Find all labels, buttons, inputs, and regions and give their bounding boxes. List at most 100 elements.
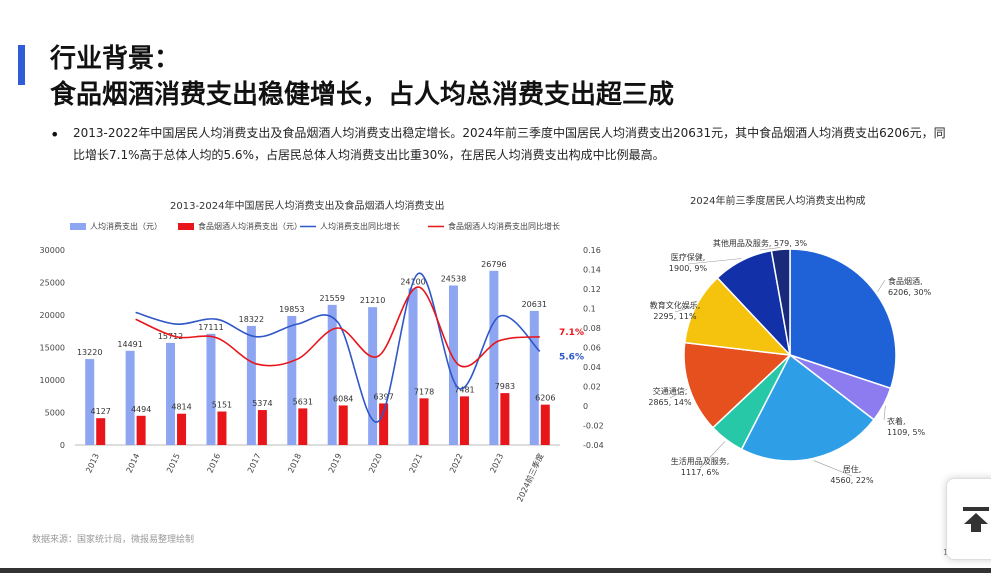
pie-label: 衣着, (887, 416, 906, 426)
bar-total-expenditure (448, 285, 458, 445)
bar-food-data-label: 4814 (171, 403, 191, 412)
bar-food-tobacco-expenditure (136, 415, 146, 445)
page-title-line-1: 行业背景： (50, 44, 181, 74)
bullet-marker: • (50, 125, 60, 144)
x-tick-label: 2024前三季度 (514, 452, 545, 504)
page-number: 1 (943, 548, 948, 557)
bar-food-tobacco-expenditure (419, 398, 429, 445)
bar-total-data-label: 18322 (239, 315, 264, 324)
page-title-line-2: 食品烟酒消费支出稳健增长，占人均总消费支出超三成 (50, 80, 675, 110)
pie-leader-line (674, 306, 694, 313)
legend-label: 食品烟酒人均消费支出（元） (198, 221, 302, 231)
bar-food-data-label: 4494 (131, 405, 151, 414)
title-accent-bar (18, 45, 25, 85)
y-right-tick-label: 0 (583, 402, 588, 411)
pie-slice (740, 353, 875, 462)
y-left-tick-label: 25000 (40, 279, 65, 288)
y-right-tick-label: 0.12 (583, 285, 601, 294)
bar-food-tobacco-expenditure (540, 404, 550, 445)
y-left-tick-label: 15000 (40, 344, 65, 353)
legend-label: 人均消费支出同比增长 (320, 221, 400, 231)
pie-label: 交通通信, (653, 386, 688, 396)
combo-chart-title: 2013-2024年中国居民人均消费支出及食品烟酒人均消费支出 (170, 201, 445, 212)
line-food-growth (135, 286, 540, 368)
bottom-border (0, 568, 991, 573)
x-tick-label: 2022 (448, 452, 465, 474)
x-tick-label: 2017 (246, 452, 263, 474)
x-tick-label: 2020 (367, 452, 384, 474)
pie-slice (789, 354, 892, 421)
end-label-total-growth: 5.6% (559, 352, 584, 362)
x-tick-label: 2021 (408, 452, 425, 474)
bar-food-tobacco-expenditure (379, 403, 389, 445)
bar-total-expenditure (246, 325, 256, 445)
bar-food-data-label: 5374 (252, 399, 272, 408)
bar-total-expenditure (85, 359, 95, 445)
legend-swatch (178, 223, 194, 230)
bar-food-data-label: 6084 (333, 394, 353, 403)
pie-value-label: 6206, 30% (888, 288, 932, 297)
y-left-tick-label: 20000 (40, 311, 65, 320)
pie-slice (716, 249, 792, 358)
y-left-tick-label: 30000 (40, 246, 65, 255)
bar-food-data-label: 5151 (212, 401, 232, 410)
y-right-tick-label: 0.04 (583, 363, 601, 372)
pie-slice (683, 276, 792, 356)
pie-slice (789, 248, 897, 390)
y-right-tick-label: 0.06 (583, 344, 601, 353)
bar-food-tobacco-expenditure (338, 405, 348, 445)
legend-swatch (70, 223, 86, 230)
pie-value-label: 1109, 5% (887, 428, 926, 437)
bar-food-tobacco-expenditure (298, 408, 308, 445)
bar-total-data-label: 26796 (481, 260, 506, 269)
y-right-tick-label: 0.14 (583, 266, 601, 275)
bar-food-data-label: 7983 (495, 382, 515, 391)
back-to-top-button[interactable] (946, 478, 991, 560)
y-left-tick-label: 10000 (40, 376, 65, 385)
bar-total-data-label: 24538 (441, 275, 466, 284)
bar-total-data-label: 13220 (77, 348, 102, 357)
bar-total-expenditure (166, 342, 176, 445)
summary-paragraph: 2013-2022年中国居民人均消费支出及食品烟酒人均消费支出稳定增长。2024… (73, 126, 946, 162)
y-right-tick-label: 0.1 (583, 305, 596, 314)
pie-leader-line (699, 441, 726, 469)
bar-total-expenditure (368, 307, 378, 445)
bar-food-tobacco-expenditure (459, 396, 469, 445)
y-left-tick-label: 5000 (45, 409, 65, 418)
bar-food-tobacco-expenditure (257, 410, 267, 445)
bar-total-data-label: 17111 (198, 323, 223, 332)
pie-value-label: 4560, 22% (830, 476, 874, 485)
y-right-tick-label: 0.16 (583, 246, 601, 255)
back-to-top-icon (963, 507, 989, 532)
bar-food-tobacco-expenditure (217, 411, 227, 445)
data-source-note: 数据来源：国家统计局，微报易整理绘制 (32, 535, 195, 545)
x-tick-label: 2019 (327, 452, 344, 474)
bar-food-data-label: 5631 (293, 397, 313, 406)
bar-total-data-label: 24100 (400, 277, 425, 286)
pie-label: 食品烟酒, (888, 276, 923, 286)
pie-leader-line (883, 405, 886, 421)
pie-leader-line (669, 388, 688, 399)
line-total-growth (135, 272, 541, 423)
legend-label: 人均消费支出（元） (90, 221, 162, 231)
x-tick-label: 2015 (165, 452, 182, 474)
pie-slice (711, 354, 791, 451)
pie-value-label: 2295, 11% (653, 312, 697, 321)
bar-total-data-label: 19853 (279, 305, 304, 314)
pie-leader-line (877, 279, 886, 292)
bar-total-expenditure (489, 270, 499, 445)
x-tick-label: 2023 (488, 452, 505, 474)
bar-total-data-label: 14491 (117, 340, 142, 349)
y-left-tick-label: 0 (60, 441, 65, 450)
bar-total-expenditure (327, 304, 337, 445)
pie-leader-line (687, 258, 742, 265)
y-right-tick-label: -0.02 (583, 422, 604, 431)
pie-label: 其他用品及服务, 579, 3% (713, 238, 808, 248)
bar-food-data-label: 7481 (454, 385, 474, 394)
pie-value-label: 2865, 14% (648, 398, 692, 407)
bar-total-data-label: 20631 (522, 300, 547, 309)
bar-food-data-label: 4127 (91, 407, 111, 416)
bar-total-data-label: 21559 (319, 294, 344, 303)
pie-leader-line (813, 460, 853, 477)
x-tick-label: 2013 (84, 452, 101, 474)
